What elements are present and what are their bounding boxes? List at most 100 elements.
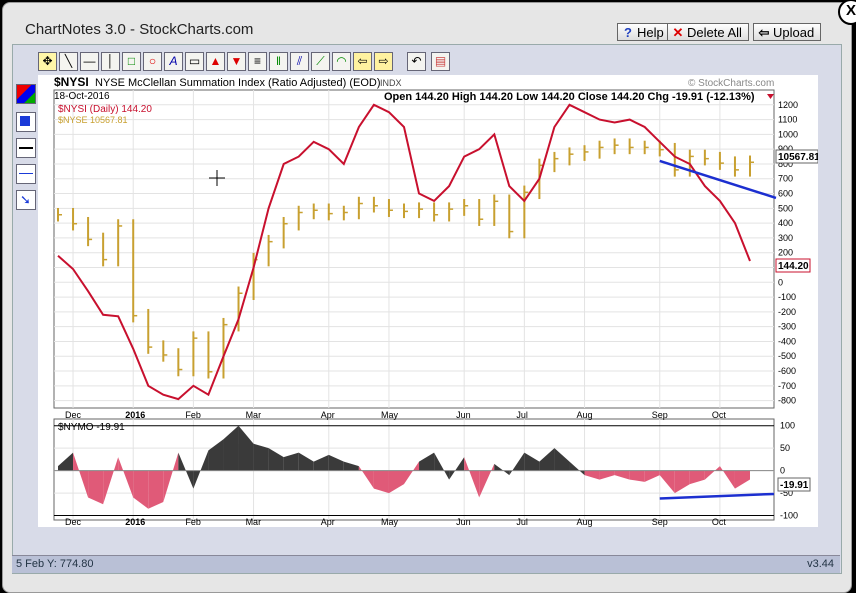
nymo-area-segment — [223, 425, 239, 471]
horizontal-line-icon[interactable]: — — [80, 52, 99, 71]
chart-area[interactable]: 1200110010009008007006005004003002001000… — [38, 75, 820, 527]
x-tick-label: Aug — [577, 517, 593, 527]
vertical-grid-icon[interactable]: ‖ — [269, 52, 288, 71]
upload-button[interactable]: ⇦ Upload — [753, 23, 822, 41]
close-window-button[interactable]: X — [838, 0, 856, 25]
nymo-area-segment — [268, 448, 284, 471]
move-left-icon[interactable]: ⇦ — [353, 52, 372, 71]
nymo-area-segment — [629, 470, 645, 482]
y-tick-label: -700 — [778, 381, 796, 391]
nymo-area-segment — [73, 452, 89, 498]
fill-color-icon[interactable] — [16, 112, 36, 132]
delete-icon: ✕ — [672, 25, 684, 40]
nymo-area-segment — [689, 470, 705, 485]
x-tick-label: Dec — [65, 517, 82, 527]
channel-icon[interactable]: ⫽ — [290, 52, 309, 71]
settings-icon[interactable]: ▤ — [431, 52, 450, 71]
fib-arcs-icon[interactable]: ◠ — [332, 52, 351, 71]
x-tick-label: Mar — [246, 410, 262, 420]
undo-icon[interactable]: ↶ — [407, 52, 426, 71]
y-tick-label-lower: 0 — [780, 466, 785, 476]
fib-lines-icon[interactable]: ≡ — [248, 52, 267, 71]
upload-icon: ⇦ — [758, 25, 770, 40]
x-tick-label: Sep — [652, 517, 668, 527]
nymo-value-tag-box — [777, 477, 811, 492]
x-tick-label: Aug — [577, 410, 593, 420]
y-tick-label: 1100 — [778, 115, 797, 125]
nymo-area-segment — [298, 452, 314, 471]
y-tick-label-lower: 100 — [780, 421, 795, 431]
nymo-area-segment — [674, 470, 690, 494]
help-button-label: Help — [637, 25, 664, 40]
vertical-line-icon[interactable]: │ — [101, 52, 120, 71]
nymo-area-segment — [118, 457, 134, 498]
x-tick-label: Jun — [456, 517, 471, 527]
nymo-area-segment — [58, 452, 74, 471]
nymo-area-segment — [208, 439, 224, 471]
nymo-area-segment — [464, 457, 480, 498]
y-tick-label: -300 — [778, 322, 796, 332]
x-tick-label: May — [381, 517, 399, 527]
y-tick-label: 0 — [778, 277, 783, 287]
delete-all-button[interactable]: ✕ Delete All — [667, 23, 749, 41]
nymo-area-segment — [313, 454, 329, 471]
nymo-area-segment — [148, 470, 164, 509]
version-label: v3.44 — [807, 558, 834, 570]
arrow-up-icon[interactable]: ▲ — [206, 52, 225, 71]
nymo-area-segment — [479, 463, 495, 498]
ellipse-icon[interactable]: ○ — [143, 52, 162, 71]
grid-lines — [54, 90, 774, 520]
nymo-value-tag: -19.91 — [780, 480, 809, 491]
y-tick-label: 300 — [778, 233, 793, 243]
nymo-area-segment — [569, 461, 585, 476]
y-tick-label: -400 — [778, 336, 796, 346]
upper-plot-frame — [53, 89, 775, 409]
x-tick-label: Jul — [516, 517, 528, 527]
nymo-trendline — [659, 492, 775, 500]
nyse-trendline — [659, 159, 777, 200]
nymo-area-segment — [133, 470, 149, 509]
options-dropdown-icon[interactable] — [767, 94, 774, 99]
x-tick-label: 2016 — [125, 517, 145, 527]
nymo-area-segment — [524, 452, 540, 471]
y-tick-label-lower: 50 — [780, 443, 790, 453]
pointer-icon[interactable]: ✥ — [38, 52, 57, 71]
arrow-style-icon[interactable]: ➘ — [16, 190, 36, 210]
help-button[interactable]: ? Help — [617, 23, 671, 41]
nymo-area-segment — [419, 452, 435, 471]
y-tick-label: -100 — [778, 292, 796, 302]
status-bar: 5 Feb Y: 774.80 v3.44 — [12, 555, 840, 573]
lower-legend: $NYMO -19.91 — [58, 422, 125, 433]
nymo-area-segment — [328, 454, 344, 471]
line-icon[interactable]: ╲ — [59, 52, 78, 71]
nymo-area-segment — [193, 450, 209, 489]
nymo-area-segment — [283, 452, 299, 471]
nymo-area-segment — [88, 470, 104, 505]
nymo-area-segment — [358, 466, 374, 489]
line-thick-icon[interactable] — [16, 138, 36, 158]
x-tick-label: Jun — [456, 410, 471, 420]
x-tick-label: Oct — [712, 410, 727, 420]
nymo-area-segment — [719, 466, 735, 489]
y-tick-label: 200 — [778, 248, 793, 258]
crosshair-cursor — [209, 170, 225, 186]
gann-fan-icon[interactable]: ⟋ — [311, 52, 330, 71]
date-label: 18-Oct-2016 — [54, 91, 110, 102]
nymo-area-segment — [163, 452, 179, 503]
rectangle-icon[interactable]: □ — [122, 52, 141, 71]
nymo-area-segment — [373, 470, 389, 494]
y-tick-label: 700 — [778, 174, 793, 184]
y-tick-label: 1200 — [778, 100, 798, 110]
index-name-label: NYSE McClellan Summation Index (Ratio Ad… — [95, 77, 381, 89]
line-thin-icon[interactable] — [16, 164, 36, 184]
arrow-down-icon[interactable]: ▼ — [227, 52, 246, 71]
callout-icon[interactable]: ▭ — [185, 52, 204, 71]
nymo-area-segment — [253, 443, 269, 471]
chart-svg: 1200110010009008007006005004003002001000… — [53, 75, 820, 527]
legend-nyse: $NYSE 10567.81 — [58, 115, 128, 125]
nymo-area-segment — [449, 457, 465, 480]
color-picker-icon[interactable] — [16, 84, 36, 104]
text-icon[interactable]: A — [164, 52, 183, 71]
y-tick-label-lower: -100 — [780, 511, 798, 521]
move-right-icon[interactable]: ⇨ — [374, 52, 393, 71]
